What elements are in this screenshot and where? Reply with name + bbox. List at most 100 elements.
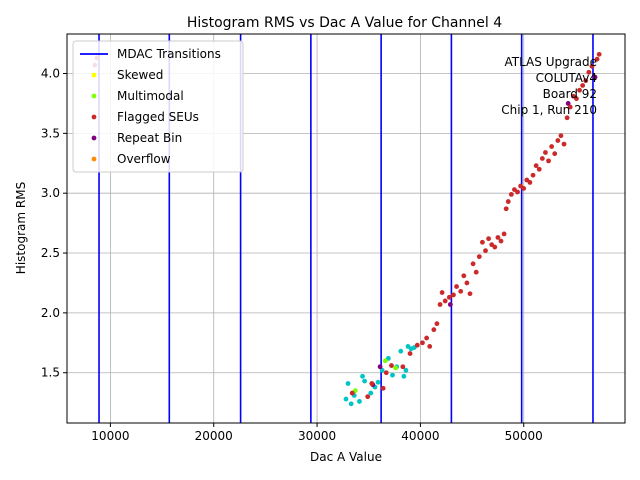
data-point — [365, 394, 371, 400]
data-point — [530, 172, 536, 178]
data-point — [442, 298, 448, 304]
y-tick-label: 2.0 — [41, 306, 60, 320]
data-point — [379, 367, 385, 373]
legend-dot-swatch — [91, 156, 97, 162]
data-point — [589, 63, 595, 69]
data-point — [586, 69, 592, 75]
data-point — [536, 166, 542, 172]
data-point — [567, 104, 573, 110]
series-repeat-bin — [370, 74, 598, 388]
data-point — [574, 96, 579, 102]
annotation-line-4: Chip 1, Run 210 — [501, 103, 597, 117]
data-point — [398, 348, 404, 354]
data-point — [390, 372, 395, 378]
data-point — [527, 180, 533, 185]
data-point — [533, 163, 539, 169]
y-tick-label: 3.5 — [41, 126, 60, 140]
legend-frame — [72, 40, 244, 173]
data-point — [565, 101, 571, 106]
data-point — [461, 273, 467, 279]
x-axis-label: Dac A Value — [310, 450, 382, 464]
data-point — [407, 351, 413, 356]
data-point — [492, 244, 498, 250]
data-point — [368, 390, 374, 396]
data-point — [362, 378, 367, 384]
x-tick-label: 30000 — [298, 429, 336, 443]
data-point — [480, 239, 485, 245]
legend-dot-swatch — [91, 72, 97, 78]
data-point — [400, 364, 406, 370]
data-point — [345, 381, 351, 386]
data-point — [476, 254, 482, 260]
data-point — [348, 401, 354, 407]
legend-dot-swatch — [91, 114, 97, 120]
x-tick-label: 50000 — [505, 429, 543, 443]
data-point — [369, 381, 375, 386]
annotation-line-3: Board 92 — [543, 87, 597, 101]
data-point — [431, 327, 437, 333]
data-point — [343, 396, 349, 402]
data-point — [564, 115, 570, 121]
legend-label: Flagged SEUs — [117, 110, 199, 124]
data-point — [383, 370, 389, 376]
x-tick-label: 20000 — [195, 429, 233, 443]
data-point — [420, 340, 425, 346]
data-point — [483, 248, 488, 254]
data-point — [377, 364, 383, 370]
data-point — [427, 343, 433, 349]
data-point — [521, 186, 527, 191]
legend-dot-swatch — [91, 93, 97, 99]
data-point — [393, 365, 398, 371]
annotation-box: ATLAS Upgrade COLUTAv4 Board 92 Chip 1, … — [501, 55, 597, 117]
y-tick-label: 1.5 — [41, 366, 60, 380]
legend-label: Skewed — [117, 68, 163, 82]
data-point — [439, 290, 445, 295]
plot-area-frame — [66, 33, 626, 424]
data-point — [495, 235, 501, 240]
data-point — [515, 189, 520, 195]
x-axis-ticks: 10000 20000 30000 40000 50000 — [91, 423, 543, 443]
data-point — [577, 87, 582, 93]
data-point — [424, 335, 429, 341]
data-point — [403, 367, 409, 373]
data-point — [505, 199, 511, 204]
data-point — [501, 231, 507, 237]
y-tick-label: 4.0 — [41, 66, 60, 80]
data-point — [467, 291, 473, 297]
data-point — [437, 302, 443, 307]
legend-dot-swatch — [91, 135, 97, 141]
data-point — [360, 373, 365, 379]
data-point — [558, 133, 564, 139]
y-tick-label: 2.5 — [41, 246, 60, 260]
data-point — [401, 373, 407, 379]
x-tick-label: 40000 — [401, 429, 439, 443]
data-points — [92, 51, 602, 407]
data-point — [473, 269, 479, 275]
data-point — [464, 280, 470, 286]
data-point — [389, 363, 394, 368]
y-axis-ticks: 1.5 2.0 2.5 3.0 3.5 4.0 — [41, 66, 67, 380]
data-point — [357, 399, 362, 404]
data-point — [486, 236, 491, 242]
data-point — [543, 150, 548, 155]
data-point — [375, 379, 381, 385]
annotation-line-2: COLUTAv4 — [536, 71, 597, 85]
x-tick-label: 10000 — [91, 429, 129, 443]
data-point — [555, 138, 561, 143]
data-point — [583, 78, 589, 84]
legend: MDAC Transitions Skewed Multimodal Flagged … — [72, 40, 244, 173]
data-point — [470, 261, 476, 267]
chart-title: Histogram RMS vs Dac A Value for Channel… — [187, 15, 502, 31]
legend-label: MDAC Transitions — [117, 47, 221, 61]
data-point — [580, 83, 586, 88]
data-point — [594, 56, 600, 62]
legend-label: Overflow — [117, 152, 171, 166]
y-axis-label: Histogram RMS — [14, 182, 28, 274]
data-point — [592, 74, 598, 80]
data-point — [539, 156, 545, 161]
data-point — [549, 144, 555, 149]
data-point — [446, 294, 452, 300]
data-point — [382, 358, 388, 364]
data-point — [546, 158, 551, 164]
